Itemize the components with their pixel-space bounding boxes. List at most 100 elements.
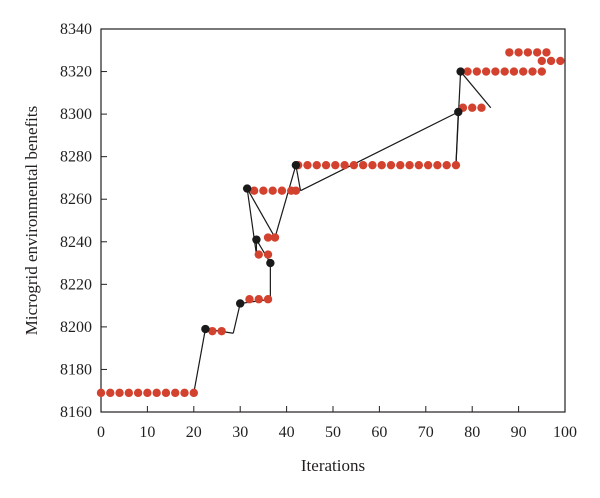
red-data-point xyxy=(133,388,143,398)
red-data-point xyxy=(277,186,287,195)
x-tick-label: 40 xyxy=(279,424,295,441)
connector-segment xyxy=(193,328,206,393)
red-data-point xyxy=(263,295,273,304)
plot-frame xyxy=(100,28,566,413)
red-data-point xyxy=(96,388,106,398)
red-data-point xyxy=(263,250,273,259)
red-data-point xyxy=(477,103,486,112)
red-data-point xyxy=(368,160,377,170)
red-data-point xyxy=(152,388,161,398)
red-data-point xyxy=(509,67,519,76)
red-data-point xyxy=(161,388,171,398)
red-data-point xyxy=(331,160,340,170)
red-data-point xyxy=(491,67,500,76)
y-tick-label: 8240 xyxy=(60,234,92,251)
red-data-point xyxy=(268,186,277,195)
red-data-point xyxy=(523,48,533,57)
data-points xyxy=(96,48,565,398)
red-data-point xyxy=(358,160,368,170)
x-tick-label: 70 xyxy=(418,424,434,441)
red-data-point xyxy=(340,160,349,170)
black-data-point xyxy=(291,160,301,170)
connector-segment xyxy=(300,111,459,192)
red-data-point xyxy=(189,388,198,398)
red-data-point xyxy=(442,160,451,170)
red-data-point xyxy=(546,56,556,66)
red-data-point xyxy=(249,186,259,195)
x-tick-label: 90 xyxy=(511,424,527,441)
red-data-point xyxy=(396,160,405,170)
y-tick-label: 8300 xyxy=(60,106,92,123)
red-data-point xyxy=(463,67,472,76)
red-data-point xyxy=(143,388,152,398)
red-data-point xyxy=(472,67,482,76)
red-data-point xyxy=(537,67,546,76)
red-data-point xyxy=(171,388,180,398)
y-tick-label: 8160 xyxy=(60,404,92,421)
x-tick-label: 20 xyxy=(186,424,202,441)
x-tick-label: 100 xyxy=(553,424,577,441)
y-tick-label: 8260 xyxy=(60,191,92,208)
red-data-point xyxy=(312,160,321,170)
black-data-point xyxy=(236,299,245,308)
red-data-point xyxy=(405,160,414,170)
red-data-point xyxy=(532,48,542,57)
y-tick-label: 8340 xyxy=(60,21,92,38)
y-tick-label: 8280 xyxy=(60,149,92,166)
red-data-point xyxy=(321,160,331,170)
red-data-point xyxy=(433,160,442,170)
red-data-point xyxy=(349,160,359,170)
x-tick-label: 10 xyxy=(139,424,155,441)
red-data-point xyxy=(115,388,124,398)
y-tick-label: 8220 xyxy=(60,276,92,293)
connector-segment xyxy=(274,165,297,238)
red-data-point xyxy=(106,388,115,398)
connector-segment xyxy=(232,303,241,334)
connector-segment xyxy=(455,71,462,166)
red-data-point xyxy=(451,160,461,170)
x-axis-title: Iterations xyxy=(301,456,365,475)
connector-segment xyxy=(255,239,271,264)
black-data-point xyxy=(201,324,210,334)
red-data-point xyxy=(180,388,189,398)
black-data-point xyxy=(454,107,463,117)
red-data-point xyxy=(259,186,268,195)
red-data-point xyxy=(423,160,433,170)
red-data-point xyxy=(217,326,226,336)
y-axis-title: Microgrid environmental benefits xyxy=(22,106,41,335)
black-data-point xyxy=(456,67,465,76)
red-data-point xyxy=(528,67,537,76)
red-data-point xyxy=(556,56,565,66)
x-tick-label: 60 xyxy=(371,424,387,441)
x-axis: 0 10 20 30 40 50 60 70 80 90 100 xyxy=(97,406,577,441)
connector-segment xyxy=(246,188,258,255)
connector-segment xyxy=(295,165,302,191)
red-data-point xyxy=(500,67,509,76)
connector-segment xyxy=(246,188,276,238)
x-tick-label: 0 xyxy=(97,424,105,441)
black-data-point xyxy=(266,258,275,268)
red-data-point xyxy=(377,160,386,170)
red-data-point xyxy=(386,160,396,170)
red-data-point xyxy=(542,48,551,57)
red-data-point xyxy=(303,160,312,170)
red-data-point xyxy=(254,250,263,259)
red-data-point xyxy=(537,56,546,66)
red-data-point xyxy=(270,233,280,242)
x-tick-label: 80 xyxy=(464,424,480,441)
connector-lines xyxy=(193,71,492,393)
red-data-point xyxy=(519,67,528,76)
y-tick-label: 8200 xyxy=(60,319,92,336)
y-axis: 8160 8180 8200 8220 8240 8260 8280 8300 8320 8340 xyxy=(60,21,107,421)
x-tick-label: 30 xyxy=(232,424,248,441)
red-data-point xyxy=(124,388,134,398)
red-data-point xyxy=(514,48,523,57)
red-data-point xyxy=(481,67,491,76)
red-data-point xyxy=(468,103,477,112)
black-data-point xyxy=(242,184,252,193)
red-data-point xyxy=(208,326,217,336)
x-tick-label: 50 xyxy=(325,424,341,441)
black-data-point xyxy=(252,235,261,244)
